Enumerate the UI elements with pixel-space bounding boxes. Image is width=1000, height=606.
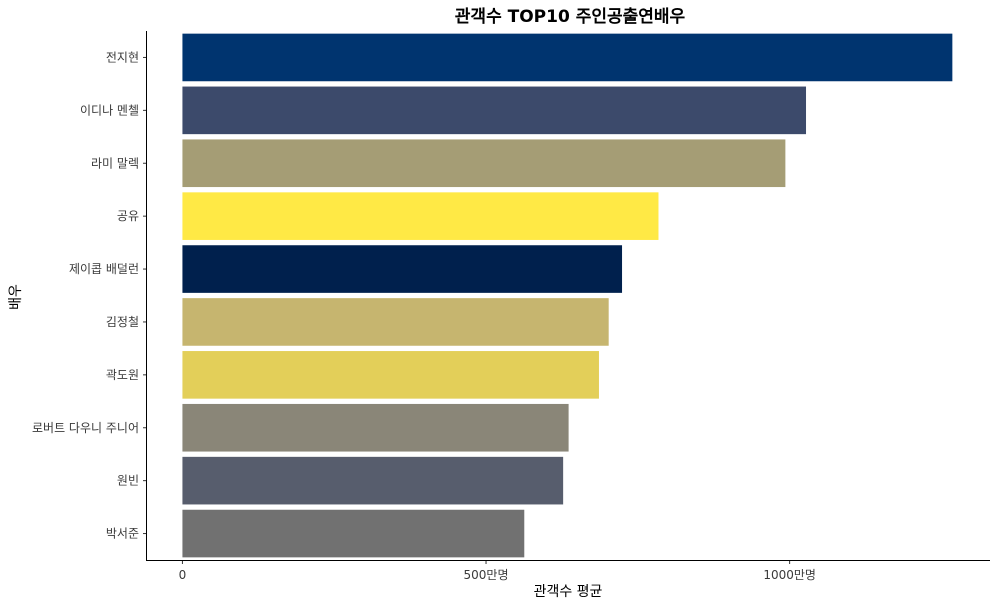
- y-tick-label: 공유: [117, 209, 139, 223]
- bar-2: [182, 86, 807, 135]
- x-tick-label: 0: [179, 568, 187, 582]
- y-tick-label: 김정철: [106, 315, 139, 329]
- bar-7: [182, 351, 599, 399]
- x-tick-label: 500만명: [464, 568, 509, 582]
- bar-10: [182, 509, 525, 558]
- bar-5: [182, 245, 623, 293]
- bar-9: [182, 456, 564, 505]
- y-tick-label: 라미 말렉: [91, 156, 139, 170]
- y-tick-label: 원빈: [117, 474, 139, 488]
- y-tick-label: 박서준: [106, 527, 139, 541]
- y-tick-label: 곽도원: [106, 368, 139, 382]
- x-tick-label: 1000만명: [763, 568, 816, 582]
- bar-3: [182, 139, 786, 188]
- y-tick-label: 이디나 멘첼: [80, 103, 139, 117]
- chart-title: 관객수 TOP10 주인공출연배우: [455, 7, 686, 27]
- x-axis-title: 관객수 평균: [534, 584, 603, 600]
- bars-group: [182, 33, 953, 558]
- bar-1: [182, 33, 953, 82]
- y-tick-label: 로버트 다우니 주니어: [32, 421, 139, 435]
- bar-8: [182, 403, 569, 452]
- y-axis-title: 배우: [8, 284, 24, 310]
- y-tick-label: 제이콥 배덜런: [69, 262, 139, 276]
- y-tick-label: 전지현: [106, 50, 139, 64]
- bar-4: [182, 192, 659, 240]
- bar-6: [182, 298, 609, 346]
- x-tick-labels: 0 500만명 1000만명: [179, 560, 816, 582]
